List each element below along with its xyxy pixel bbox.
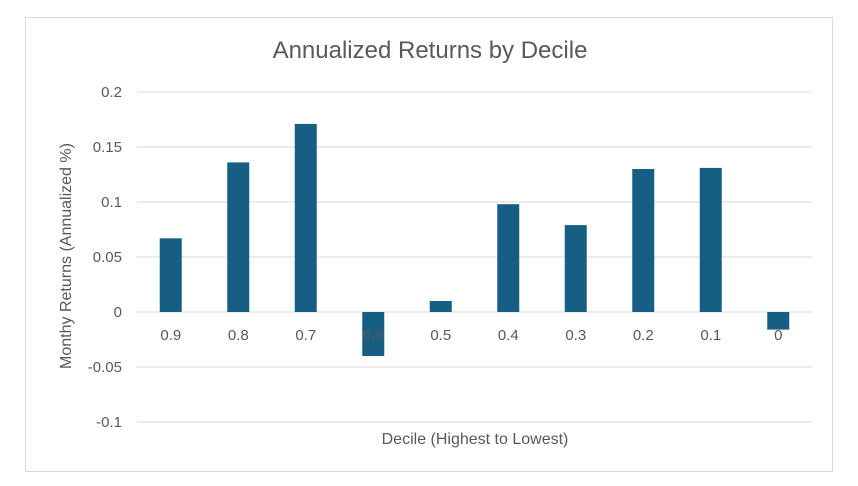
y-tick-label: -0.05 xyxy=(88,359,122,376)
y-axis-title: Monthy Returns (Annualized %) xyxy=(58,143,75,369)
x-tick-label: 0.2 xyxy=(633,327,654,344)
x-tick-label: 0.7 xyxy=(295,327,316,344)
y-tick-label: 0.05 xyxy=(93,249,122,266)
x-axis-ticks: 0.9 0.8 0.7 0.6 0.5 0.4 0.3 0.2 0.1 0 xyxy=(160,327,782,344)
x-tick-label: 0.4 xyxy=(498,327,519,344)
bar xyxy=(429,301,452,312)
bar xyxy=(362,312,385,356)
y-tick-label: 0.1 xyxy=(101,194,122,211)
chart-title: Annualized Returns by Decile xyxy=(273,37,588,64)
x-tick-label: 0.1 xyxy=(700,327,721,344)
bar xyxy=(159,238,182,312)
gridlines xyxy=(137,91,812,423)
bar xyxy=(767,312,790,330)
x-tick-label: 0.8 xyxy=(228,327,249,344)
bar xyxy=(699,167,722,312)
bar xyxy=(564,225,587,312)
x-tick-label: 0 xyxy=(774,327,782,344)
x-axis-title: Decile (Highest to Lowest) xyxy=(382,431,569,448)
x-tick-label: 0.5 xyxy=(430,327,451,344)
y-axis-ticks: -0.1 -0.05 0 0.05 0.1 0.15 0.2 xyxy=(88,84,122,431)
x-tick-label: 0.9 xyxy=(160,327,181,344)
x-tick-label: 0.6 xyxy=(363,327,384,344)
bar xyxy=(227,162,250,312)
bar xyxy=(632,169,655,312)
bar xyxy=(294,123,317,313)
y-tick-label: -0.1 xyxy=(96,414,122,431)
x-tick-label: 0.3 xyxy=(565,327,586,344)
y-tick-label: 0 xyxy=(114,304,122,321)
bars xyxy=(159,123,790,356)
chart-area xyxy=(25,17,833,472)
y-tick-label: 0.15 xyxy=(93,139,122,156)
bar xyxy=(497,204,520,312)
y-tick-label: 0.2 xyxy=(101,84,122,101)
